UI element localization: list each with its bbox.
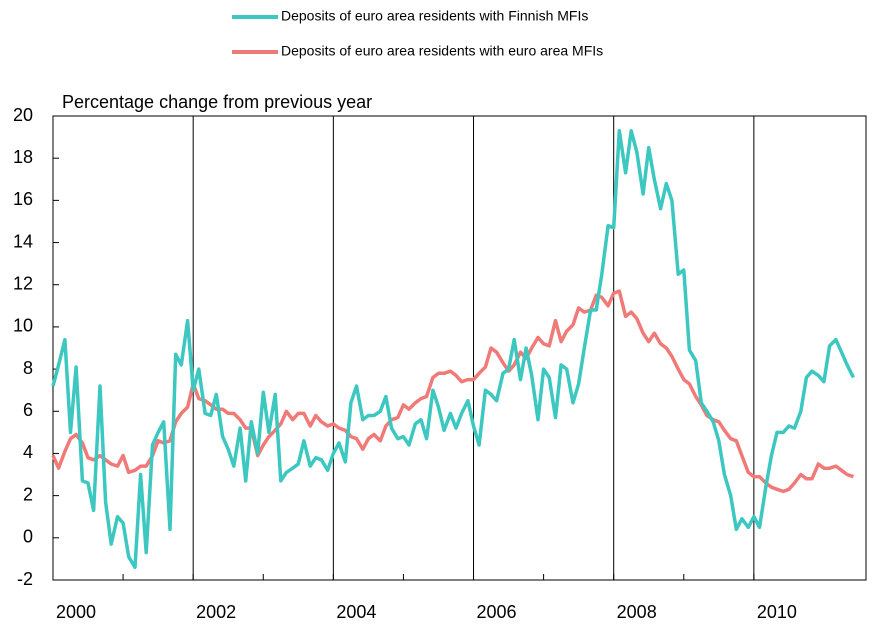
y-tick-label: 10 [13, 316, 33, 336]
y-tick-label: 14 [13, 231, 33, 251]
y-tick-label: 8 [23, 358, 33, 378]
y-axis-label: Percentage change from previous year [62, 92, 372, 112]
x-tick-label: 2010 [757, 602, 797, 622]
x-tick-label: 2004 [336, 602, 376, 622]
x-tick-label: 2002 [196, 602, 236, 622]
y-tick-label: -2 [17, 569, 33, 589]
y-tick-label: 6 [23, 400, 33, 420]
series-line [51, 289, 854, 494]
legend-label: Deposits of euro area residents with eur… [281, 43, 603, 59]
plot-frame [52, 115, 867, 581]
x-tick-label: 2008 [617, 602, 657, 622]
x-tick-label: 2006 [476, 602, 516, 622]
series-line [51, 129, 855, 570]
y-tick-label: 4 [23, 442, 33, 462]
y-tick-label: 20 [13, 105, 33, 125]
y-tick-label: 2 [23, 484, 33, 504]
y-tick-label: 0 [23, 527, 33, 547]
y-tick-label: 16 [13, 189, 33, 209]
legend-label: Deposits of euro area residents with Fin… [281, 8, 588, 24]
x-tick-label: 2000 [56, 602, 96, 622]
y-tick-label: 12 [13, 273, 33, 293]
y-tick-label: 18 [13, 147, 33, 167]
